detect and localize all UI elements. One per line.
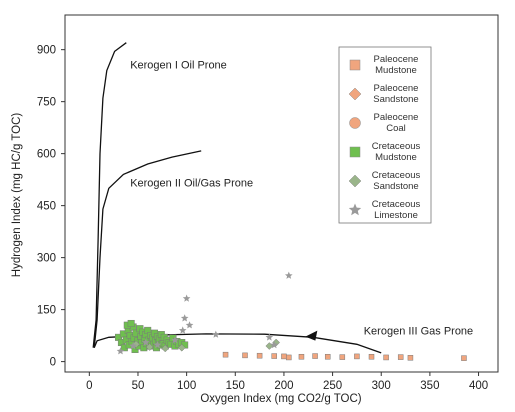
data-point bbox=[142, 338, 150, 346]
data-point bbox=[407, 355, 414, 361]
legend-label: Paleocene Sandstone bbox=[373, 83, 418, 105]
data-point bbox=[271, 353, 277, 359]
legend-marker bbox=[349, 146, 361, 158]
data-point bbox=[127, 319, 135, 327]
x-tick-label: 300 bbox=[372, 380, 391, 392]
data-point bbox=[368, 353, 375, 360]
legend-label: Cretaceous Mudstone bbox=[372, 141, 421, 163]
kerogen-curves: Kerogen I Oil Prone Kerogen II Oil/Gas Pr… bbox=[92, 42, 473, 354]
axes: 0 50 100 150 200 250 300 350 400 0 150 300 450 600 750… bbox=[37, 14, 499, 392]
data-point bbox=[281, 353, 287, 360]
data-point bbox=[354, 353, 360, 360]
data-point bbox=[185, 321, 194, 329]
data-point bbox=[222, 351, 229, 358]
y-tick-label: 600 bbox=[37, 149, 56, 161]
data-point bbox=[298, 353, 305, 360]
data-point bbox=[265, 342, 274, 350]
data-point bbox=[285, 271, 293, 279]
y-tick-label: 0 bbox=[50, 357, 56, 369]
data-point bbox=[178, 326, 187, 334]
data-point bbox=[286, 354, 292, 361]
x-tick-label: 250 bbox=[323, 380, 342, 392]
y-tick-label: 300 bbox=[37, 253, 56, 265]
curve-label: Kerogen I Oil Prone bbox=[130, 60, 227, 72]
legend-marker bbox=[348, 174, 362, 188]
curve-label: Kerogen II Oil/Gas Prone bbox=[130, 178, 253, 190]
y-tick-label: 750 bbox=[37, 97, 56, 109]
data-point bbox=[324, 353, 331, 360]
kerogen-curve bbox=[93, 333, 382, 354]
kerogen-curve bbox=[93, 150, 202, 348]
legend-marker bbox=[348, 203, 362, 216]
legend-label: Paleocene Coal bbox=[374, 112, 419, 134]
data-point bbox=[397, 354, 404, 360]
data-point bbox=[153, 341, 162, 349]
y-axis-label: Hydrogen Index (mg HC/g TOC) bbox=[11, 113, 23, 278]
data-point bbox=[461, 355, 467, 361]
kerogen-curve bbox=[92, 42, 127, 348]
y-tick-label: 150 bbox=[37, 305, 56, 317]
x-tick-label: 150 bbox=[226, 380, 245, 392]
x-tick-label: 50 bbox=[132, 380, 145, 392]
legend-marker bbox=[348, 87, 362, 101]
x-tick-label: 200 bbox=[274, 380, 293, 392]
data-point bbox=[171, 336, 179, 344]
x-tick-label: 100 bbox=[177, 380, 196, 392]
data-point bbox=[312, 353, 318, 359]
legend-marker bbox=[349, 59, 361, 71]
y-tick-label: 450 bbox=[37, 201, 56, 213]
data-point bbox=[212, 330, 220, 338]
data-point bbox=[116, 347, 125, 355]
data-point bbox=[129, 342, 137, 350]
legend: Paleocene Mudstone Paleocene Sandstone Paleo… bbox=[338, 46, 432, 224]
axis-labels: Oxygen Index (mg CO2/g TOC) Hydrogen Ind… bbox=[11, 113, 362, 405]
x-tick-label: 400 bbox=[469, 380, 488, 392]
data-point bbox=[270, 341, 278, 349]
legend-label: Cretaceous Sandstone bbox=[372, 170, 421, 192]
legend-box bbox=[338, 46, 432, 224]
data-point bbox=[256, 352, 263, 359]
x-tick-label: 350 bbox=[420, 380, 439, 392]
data-point bbox=[161, 344, 170, 353]
data-point bbox=[177, 343, 186, 352]
data-point bbox=[265, 333, 274, 341]
data-point bbox=[242, 352, 248, 359]
data-point bbox=[182, 294, 191, 302]
data-point bbox=[383, 354, 389, 361]
data-point bbox=[180, 314, 189, 322]
x-axis-label: Oxygen Index (mg CO2/g TOC) bbox=[200, 393, 361, 405]
kerogen-arrow bbox=[305, 330, 318, 341]
legend-marker bbox=[349, 117, 361, 129]
y-tick-label: 900 bbox=[37, 45, 56, 57]
curve-label: Kerogen III Gas Prone bbox=[364, 326, 473, 338]
data-points bbox=[115, 271, 467, 361]
plot-frame bbox=[64, 14, 499, 373]
legend-label: Paleocene Mudstone bbox=[374, 54, 419, 76]
legend-label: Cretaceous Limestone bbox=[372, 199, 421, 221]
x-tick-label: 0 bbox=[86, 380, 92, 392]
data-point bbox=[339, 354, 346, 360]
